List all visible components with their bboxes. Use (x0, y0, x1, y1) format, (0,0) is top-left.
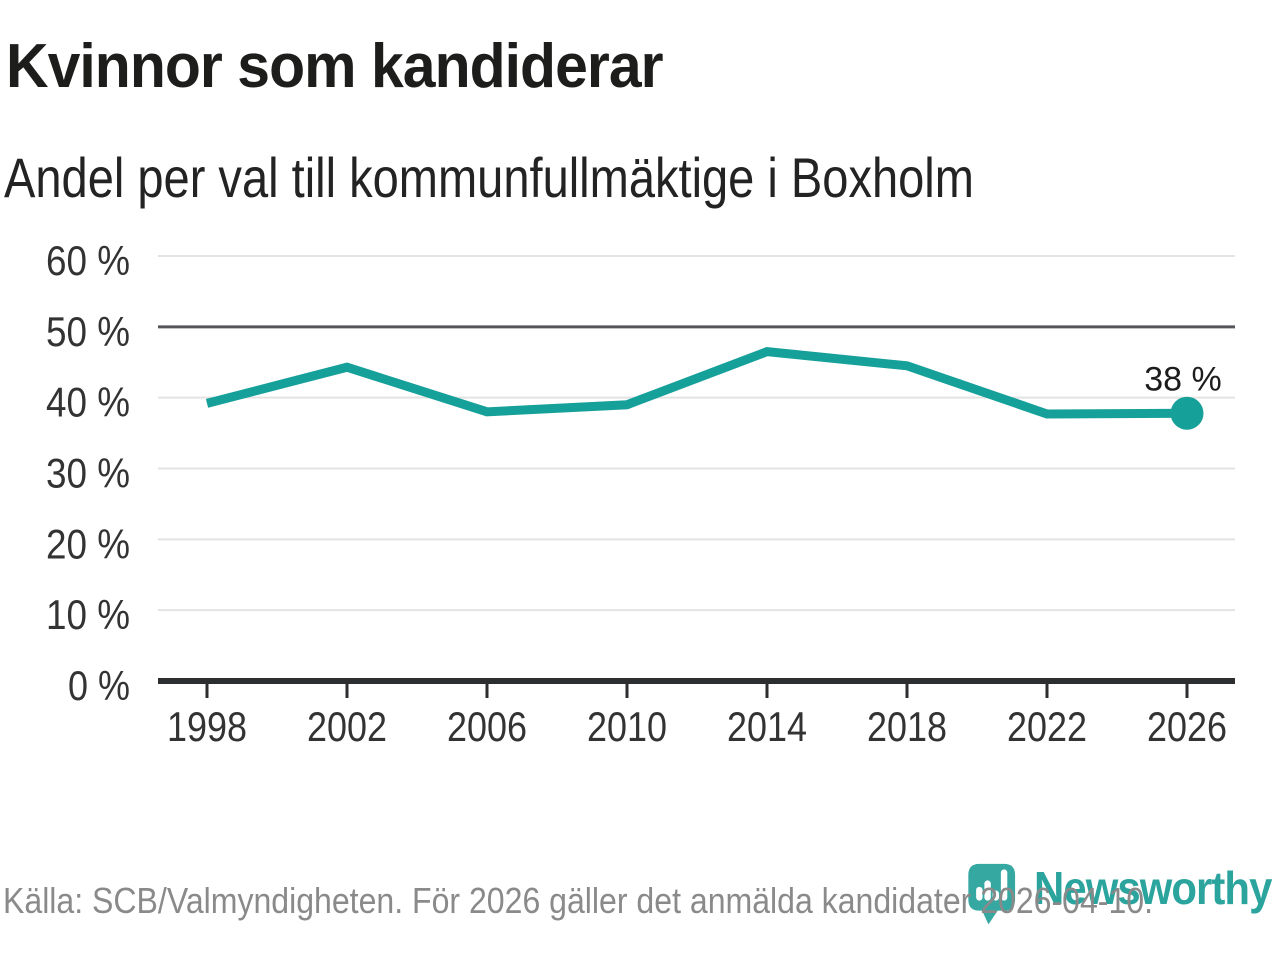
x-axis-tick-label: 2006 (447, 703, 527, 750)
x-axis-tick-label: 2002 (307, 703, 387, 750)
y-axis-tick-label: 50 % (46, 308, 130, 355)
y-axis-tick-label: 30 % (46, 450, 130, 497)
x-axis-tick-label: 2018 (867, 703, 947, 750)
y-axis-tick-label: 40 % (46, 379, 130, 426)
data-line (205, 347, 1188, 419)
x-axis-tick-label: 2014 (727, 703, 807, 750)
newsworthy-logo: Newsworthy (966, 863, 1272, 933)
y-axis-tick-label: 0 % (68, 662, 130, 709)
y-axis-tick-label: 10 % (46, 591, 130, 638)
chart-canvas: 0 % 10 % 20 % 30 % 40 % 50 % 60 % 1998 2002 2006 2… (46, 237, 1235, 750)
x-axis-tick-label: 2010 (587, 703, 667, 750)
x-axis-tick-label: 2026 (1147, 703, 1227, 750)
newsworthy-chart-bubble-icon (968, 863, 1016, 925)
x-axis-tick-label: 1998 (167, 703, 247, 750)
source-note: Källa: SCB/Valmyndigheten. För 2026 gäll… (3, 880, 1154, 921)
line-chart: 0 % 10 % 20 % 30 % 40 % 50 % 60 % 1998 2002 2006 2… (0, 230, 1280, 770)
page-title: Kvinnor som kandiderar (6, 32, 664, 101)
page-subtitle: Andel per val till kommunfullmäktige i B… (4, 146, 974, 209)
y-axis-tick-label: 60 % (46, 237, 130, 284)
newsworthy-brand-name: Newsworthy (1034, 862, 1272, 914)
y-axis-tick-label: 20 % (46, 520, 130, 567)
last-point-marker (1170, 396, 1204, 430)
last-point-value-label: 38 % (1144, 360, 1222, 398)
x-axis-tick-label: 2022 (1007, 703, 1087, 750)
